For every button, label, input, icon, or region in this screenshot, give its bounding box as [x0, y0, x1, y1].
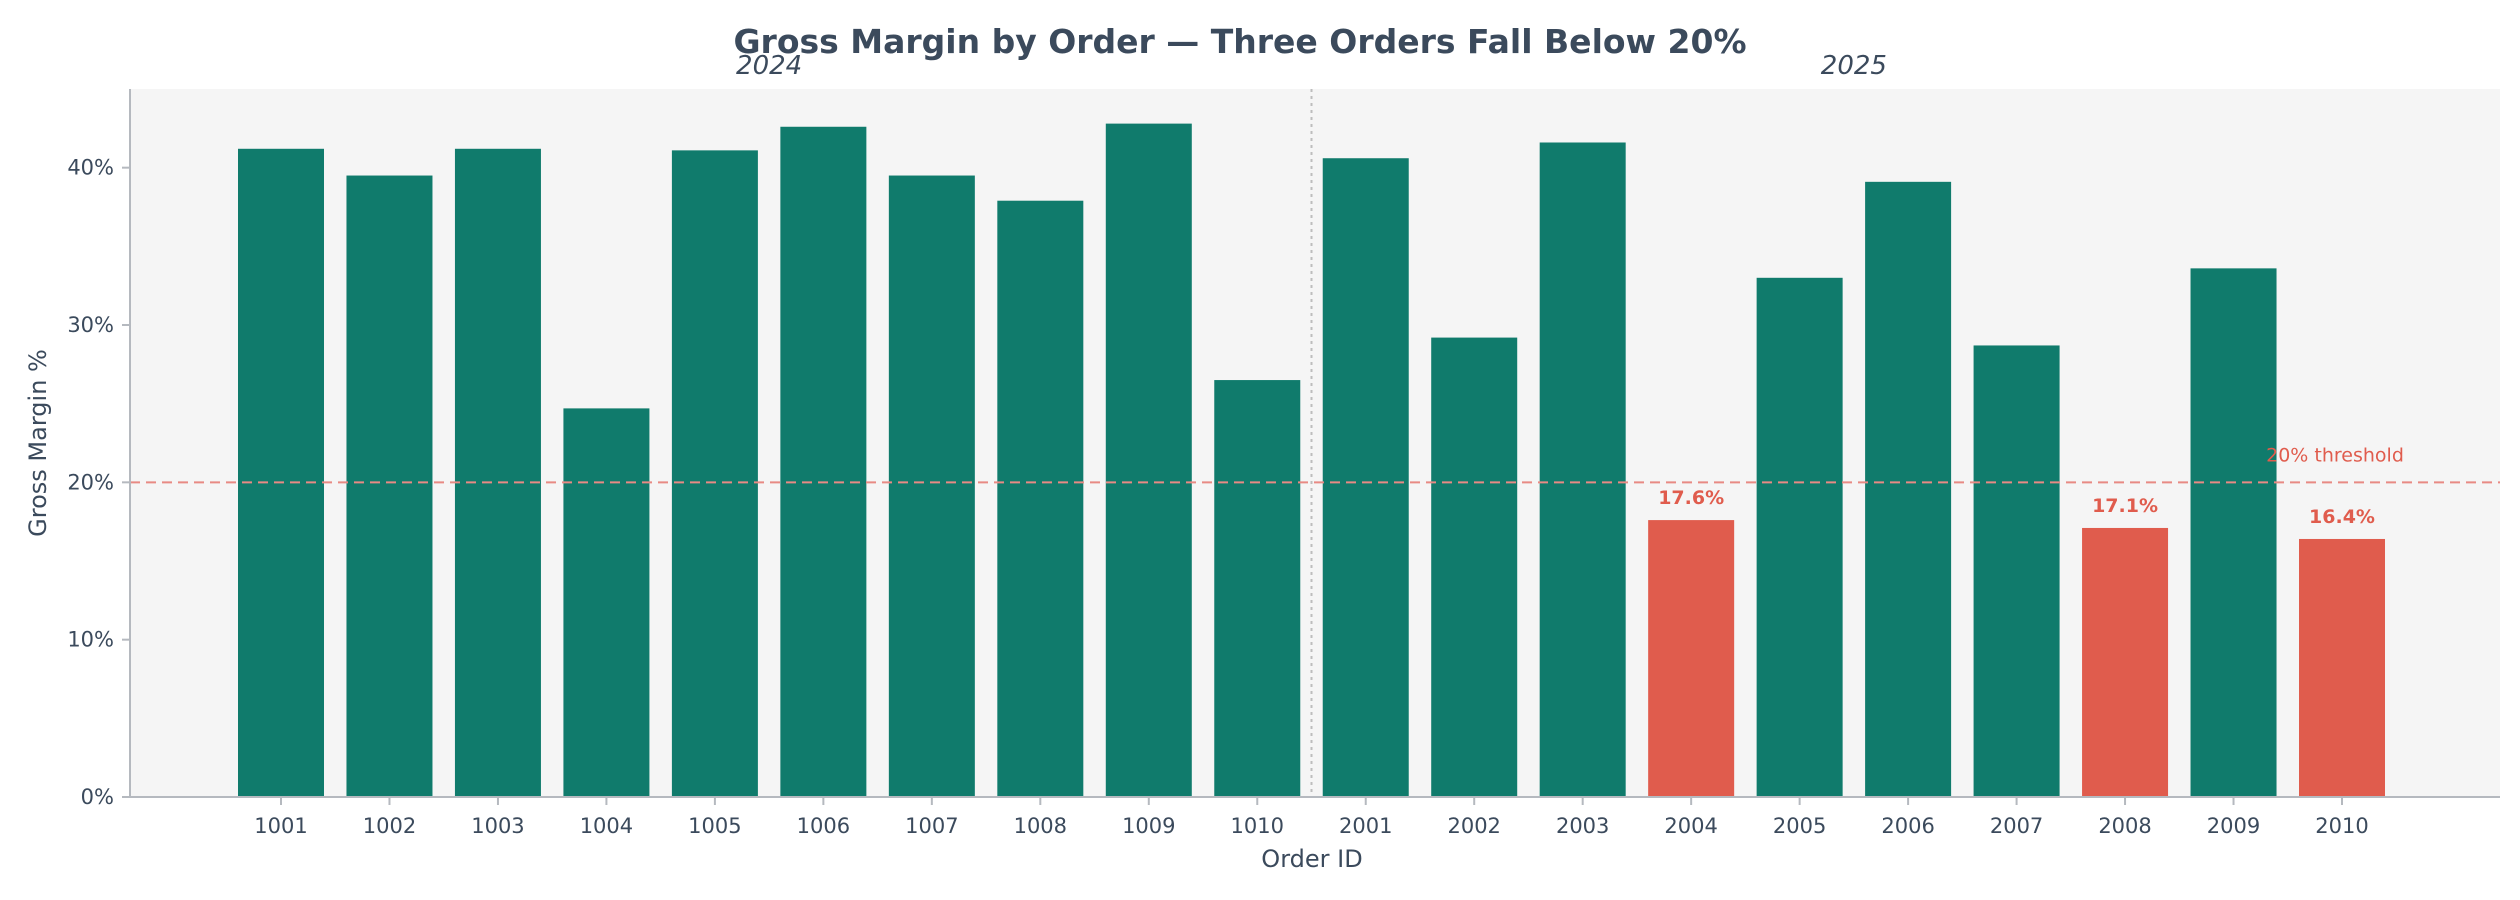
bar-1001 [238, 148, 324, 797]
x-tick-label-2003: 2003 [1556, 814, 1609, 838]
bar-2010 [2299, 538, 2385, 797]
x-tick-label-1008: 1008 [1014, 814, 1067, 838]
bar-1005 [671, 150, 758, 798]
group-label-2025: 2025 [1821, 51, 1887, 81]
bar-1010 [1214, 380, 1301, 797]
x-tick-label-2010: 2010 [2315, 814, 2368, 838]
y-axis-title: Gross Margin % [24, 349, 52, 537]
y-tick-label: 0% [81, 785, 114, 809]
x-tick-label-1009: 1009 [1122, 814, 1175, 838]
x-axis-title: Order ID [1261, 845, 1362, 873]
x-tick-label-1005: 1005 [688, 814, 741, 838]
chart-title: Gross Margin by Order — Three Orders Fal… [733, 22, 1746, 61]
bar-1006 [780, 126, 867, 797]
bar-1007 [888, 175, 975, 798]
bar-2002 [1431, 337, 1518, 797]
bar-2003 [1539, 142, 1626, 797]
x-tick-label-2001: 2001 [1339, 814, 1392, 838]
x-tick-label-1007: 1007 [905, 814, 958, 838]
x-tick-label-2006: 2006 [1881, 814, 1934, 838]
x-tick-label-1001: 1001 [254, 814, 307, 838]
x-tick-label-2008: 2008 [2098, 814, 2151, 838]
bar-2005 [1756, 277, 1843, 797]
data-label-2004: 17.6% [1658, 487, 1724, 509]
bar-2009 [2190, 268, 2277, 797]
x-tick-label-1002: 1002 [363, 814, 416, 838]
y-tick-label: 20% [67, 470, 114, 494]
bar-1009 [1105, 123, 1192, 797]
data-label-2010: 16.4% [2309, 506, 2375, 528]
x-tick-label-2002: 2002 [1447, 814, 1500, 838]
bar-1002 [346, 175, 433, 798]
x-tick-label-1003: 1003 [471, 814, 524, 838]
bar-2007 [1973, 345, 2060, 797]
group-label-2024: 2024 [736, 51, 802, 81]
y-tick-label: 30% [67, 313, 114, 337]
bar-1008 [997, 200, 1084, 797]
bar-1003 [454, 148, 541, 797]
threshold-label: 20% threshold [2266, 444, 2404, 466]
bar-2008 [2082, 527, 2169, 797]
x-tick-label-1004: 1004 [580, 814, 633, 838]
data-label-2008: 17.1% [2092, 495, 2158, 517]
y-tick-label: 10% [67, 628, 114, 652]
x-tick-label-2007: 2007 [1990, 814, 2043, 838]
bar-2001 [1322, 158, 1409, 797]
x-tick-label-1010: 1010 [1231, 814, 1284, 838]
bar-2004 [1648, 520, 1735, 797]
x-tick-label-2009: 2009 [2207, 814, 2260, 838]
bar-2006 [1865, 181, 1952, 797]
x-tick-label-2004: 2004 [1664, 814, 1717, 838]
bar-1004 [563, 408, 650, 797]
y-tick-label: 40% [67, 156, 114, 180]
x-tick-label-1006: 1006 [797, 814, 850, 838]
x-tick-label-2005: 2005 [1773, 814, 1826, 838]
